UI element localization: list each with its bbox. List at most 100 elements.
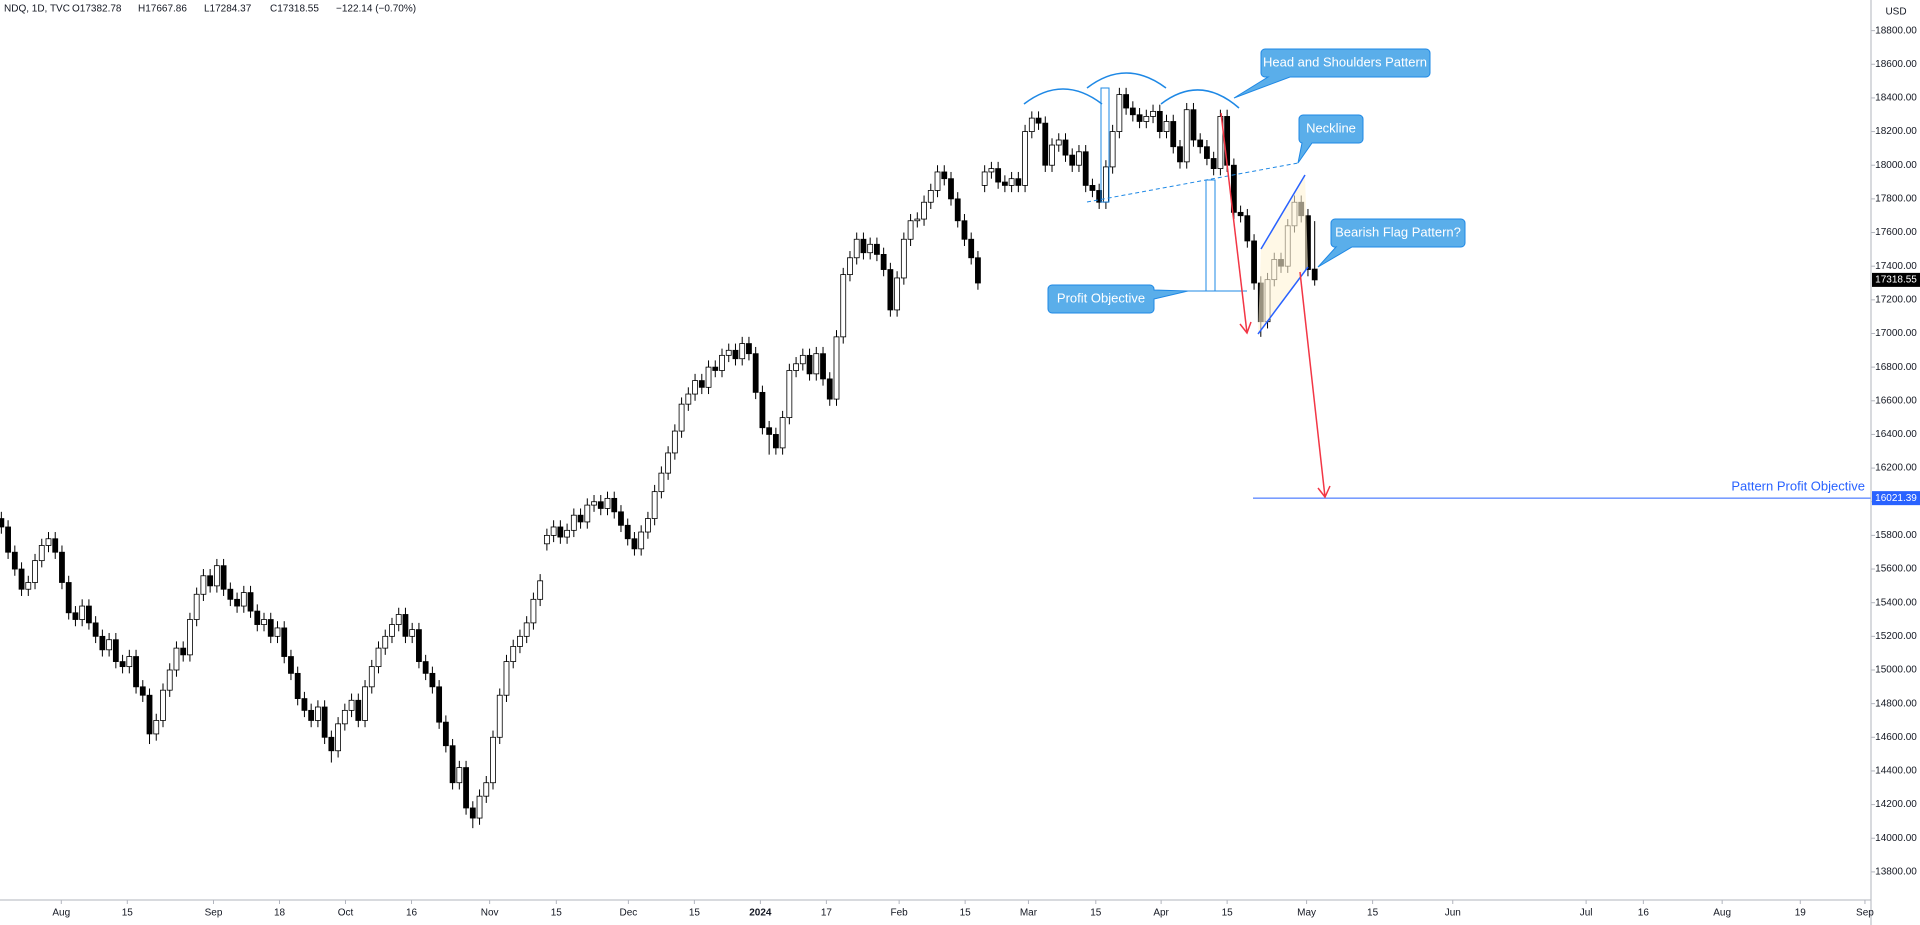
candle-body [1177,146,1183,163]
candle-body [368,666,375,688]
candle-body [1311,268,1318,281]
candle-body [880,254,887,270]
candle-body [429,672,436,688]
candle-body [665,452,672,474]
candle-body [490,736,496,784]
candle-body [645,518,651,533]
candle-body [59,551,65,583]
candle-body [1109,131,1116,168]
candle-body [860,238,867,254]
candle-body [442,721,449,747]
candle-body [719,354,725,371]
callout [1317,218,1466,268]
candle-body [624,524,631,540]
candle-body [220,565,227,590]
candle-body [469,807,476,819]
candle-body [577,514,584,523]
red-arrow [1299,271,1326,498]
candle-body [166,669,173,691]
candle-body [537,580,544,600]
candle-body [678,403,685,432]
candle-body [874,243,880,255]
candle-body [894,277,901,311]
candle-body [106,639,113,651]
candle-body [45,538,52,546]
candle-body [772,434,779,449]
candle-body [638,531,645,550]
y-tick-label: 17400.00 [1875,261,1917,272]
candle-body [301,698,308,711]
candle-body [597,501,604,509]
x-tick-label: Jun [1445,908,1461,919]
candle-body [267,619,274,637]
candle-body [1082,151,1089,186]
candle-body [698,380,705,388]
candle-body [1116,94,1123,132]
candle-body [1028,117,1035,132]
candle-body [416,629,422,662]
candle-body [389,624,395,637]
candle-body [806,354,813,375]
y-tick-label: 15000.00 [1875,665,1917,676]
candle-body [52,538,59,553]
candle-body [1015,178,1022,186]
candle-body [308,709,315,721]
candle-body [139,686,146,696]
candle-body [550,526,557,536]
symbol: NDQ, 1D, TVC [4,4,70,15]
callout [1047,284,1189,314]
candle-body [341,709,348,725]
x-tick-label: Dec [619,908,637,919]
candle-body [692,380,698,395]
candle-body [948,178,954,200]
candle-body [921,201,927,220]
candle-body [1136,114,1143,122]
candle-body [234,598,240,607]
candle-body [281,627,288,657]
candle-body [99,635,106,651]
candle-body [766,427,773,435]
candle-body [274,627,281,637]
x-tick-label: 16 [406,908,418,919]
candle-body [658,472,665,493]
target-label: Pattern Profit Objective [1731,479,1865,494]
candle-body [18,568,25,590]
candle-body [591,501,597,506]
candle-body [914,218,921,222]
candle-body [456,767,463,784]
candle-body [1244,215,1251,242]
candle-body [907,220,914,240]
candle-body [496,694,503,738]
candle-body [510,646,517,662]
y-tick-label: 18600.00 [1875,59,1917,70]
red-arrow [1220,112,1248,334]
candle-body [1129,107,1136,116]
flag-upper [1260,174,1306,250]
candle-body [786,370,793,419]
x-tick-label: Nov [481,908,499,919]
candle-body [995,168,1002,183]
candle-body [247,592,254,612]
candle-body [900,238,907,279]
y-tick-label: 18400.00 [1875,93,1917,104]
candle-body [793,363,799,371]
candle-body [752,353,759,393]
currency: USD [1885,7,1906,18]
time-axis-panel [0,900,1871,925]
candle-body [530,598,537,624]
candle-body [1224,116,1231,166]
candle-body [409,629,416,637]
candle-body [1183,109,1190,163]
ohlc-open: O17382.78 [72,4,122,15]
candle-body [180,647,187,656]
candle-body [968,238,975,259]
x-tick-label: 15 [122,908,134,919]
candle-body [826,378,833,400]
left-shoulder-arc [1023,88,1103,105]
plot-area: Pattern Profit Objective [0,87,1871,829]
candle-body [92,622,99,637]
candle-body [1055,139,1062,146]
candle-body [954,198,961,222]
x-tick-label: 15 [1090,908,1102,919]
